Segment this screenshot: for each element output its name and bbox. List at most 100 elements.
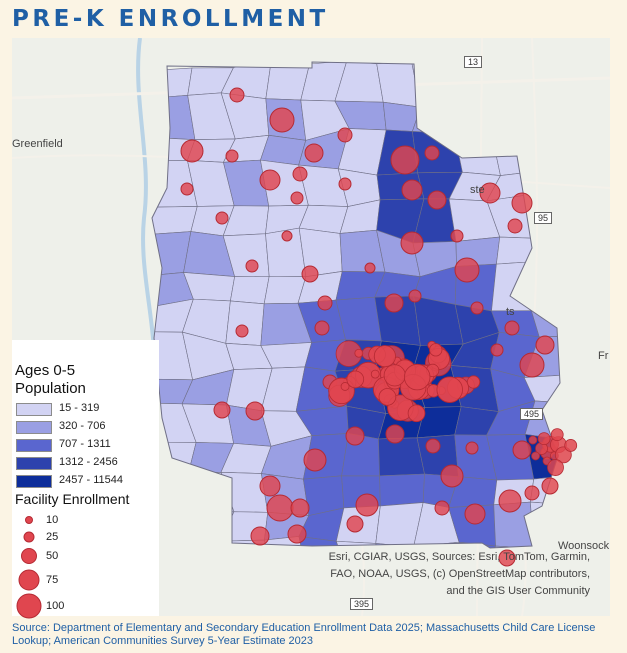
facility-bubble	[215, 211, 229, 225]
town-polygon	[225, 300, 265, 346]
legend-enrollment-title: Facility Enrollment	[15, 491, 130, 507]
facility-bubble	[498, 549, 516, 567]
town-polygon	[490, 100, 535, 133]
map-frame[interactable]: 13 495 95 395 Greenfield Woonsock Fr ste…	[12, 38, 610, 616]
legend-size-label: 100	[46, 600, 65, 612]
enrollment-bubbles	[180, 87, 578, 567]
facility-bubble	[346, 515, 364, 533]
facility-bubble	[550, 428, 564, 442]
town-polygon	[220, 62, 272, 100]
choropleth-map[interactable]	[12, 38, 610, 616]
facility-bubble	[464, 503, 486, 525]
facility-bubble	[403, 363, 431, 391]
facility-bubble	[434, 500, 450, 516]
facility-bubble	[479, 182, 501, 204]
town-polygon	[298, 536, 351, 548]
facility-bubble	[541, 477, 559, 495]
facility-bubble	[440, 464, 464, 488]
facility-bubble	[281, 230, 293, 242]
facility-bubble	[229, 87, 245, 103]
facility-bubble	[465, 441, 479, 455]
legend-population-title: Ages 0-5	[15, 362, 76, 379]
facility-bubble	[535, 335, 555, 355]
facility-bubble	[180, 139, 204, 163]
facility-bubble	[317, 295, 333, 311]
facility-bubble	[340, 382, 350, 391]
facility-bubble	[429, 343, 443, 357]
facility-bubble	[524, 485, 540, 501]
map-legend: Ages 0-5 Population 15 - 319 320 - 706 7…	[12, 340, 159, 619]
facility-bubble	[425, 438, 441, 454]
facility-bubble	[259, 475, 281, 497]
facility-bubble	[507, 218, 523, 234]
facility-bubble	[547, 459, 564, 476]
facility-bubble	[345, 426, 365, 446]
facility-bubble	[383, 364, 406, 387]
legend-class-label: 1312 - 2456	[59, 456, 118, 468]
facility-bubble	[427, 190, 447, 210]
legend-swatch	[16, 457, 52, 470]
facility-bubble	[490, 343, 504, 357]
facility-bubble	[292, 166, 308, 182]
facility-bubble	[269, 107, 295, 133]
legend-bubble	[21, 548, 37, 564]
facility-bubble	[346, 370, 365, 389]
map-attribution-line: and the GIS User Community	[446, 585, 590, 597]
legend-swatch	[16, 439, 52, 452]
map-attribution-line: Esri, CGIAR, USGS, Sources: Esri, TomTom…	[328, 551, 590, 563]
facility-bubble	[454, 257, 480, 283]
route-shield: 395	[350, 598, 374, 610]
legend-class-label: 15 - 319	[59, 402, 100, 414]
facility-bubble	[424, 145, 440, 161]
map-attribution-line: FAO, NOAA, USGS, (c) OpenStreetMap contr…	[330, 568, 590, 580]
town-polygon	[412, 101, 460, 134]
town-polygon	[152, 94, 196, 141]
facility-bubble	[301, 265, 319, 283]
facility-bubble	[354, 348, 364, 358]
facility-bubble	[511, 192, 533, 214]
town-polygon	[220, 539, 273, 548]
legend-population-title: Population	[15, 380, 86, 397]
legend-class-label: 320 - 706	[59, 420, 106, 432]
town-polygon	[230, 275, 270, 305]
facility-bubble	[450, 229, 464, 243]
facility-bubble	[537, 432, 551, 446]
facility-bubble	[287, 524, 307, 544]
legend-bubble	[25, 516, 33, 524]
legend-swatch	[16, 403, 52, 416]
facility-bubble	[314, 320, 330, 336]
legend-swatch	[16, 475, 52, 488]
facility-bubble	[180, 182, 194, 196]
facility-bubble	[407, 404, 426, 423]
facility-bubble	[364, 262, 376, 274]
town-polygon	[496, 236, 539, 265]
legend-size-label: 25	[46, 531, 59, 543]
facility-bubble	[564, 439, 578, 452]
town-polygon	[379, 473, 425, 507]
facility-bubble	[512, 440, 532, 460]
facility-bubble	[384, 293, 404, 313]
facility-bubble	[355, 493, 379, 517]
town-polygon	[454, 101, 497, 134]
facility-bubble	[466, 375, 481, 389]
facility-bubble	[408, 289, 422, 303]
facility-bubble	[401, 179, 423, 201]
town-polygon	[188, 471, 235, 516]
facility-bubble	[504, 320, 520, 336]
town-polygon	[184, 511, 235, 542]
facility-bubble	[378, 388, 397, 406]
route-shield: 13	[464, 56, 483, 68]
town-polygon	[491, 261, 532, 312]
town-polygon	[527, 238, 560, 270]
town-polygon	[184, 537, 236, 548]
legend-size-label: 10	[46, 514, 59, 526]
facility-bubble	[498, 489, 522, 513]
facility-bubble	[250, 526, 270, 546]
facility-bubble	[245, 259, 259, 273]
facility-bubble	[390, 145, 420, 175]
facility-bubble	[385, 424, 405, 444]
facility-bubble	[290, 498, 310, 518]
legend-bubble	[16, 593, 42, 619]
facility-bubble	[225, 149, 239, 163]
facility-bubble	[373, 345, 396, 368]
